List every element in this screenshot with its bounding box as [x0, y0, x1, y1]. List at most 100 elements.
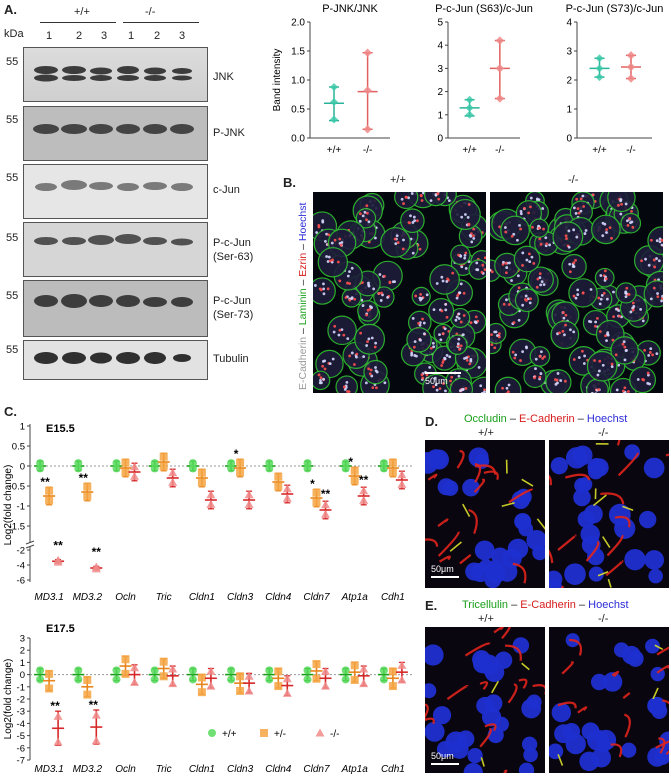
data-point — [388, 458, 397, 467]
cell-nucleus — [421, 192, 425, 195]
cell-nucleus — [644, 550, 665, 570]
cell-nucleus — [627, 292, 631, 296]
cell-nucleus — [648, 568, 663, 584]
cell-nucleus — [541, 357, 545, 360]
data-point — [188, 464, 197, 473]
lane-number: 1 — [46, 30, 53, 42]
cell-nucleus — [342, 333, 346, 337]
cell-membrane — [507, 683, 518, 704]
lane-number: 3 — [179, 30, 186, 42]
cell-nucleus — [375, 370, 379, 374]
cell-nucleus — [660, 297, 663, 300]
cell-nucleus — [623, 345, 627, 349]
cell-nucleus — [322, 292, 326, 296]
cell-nucleus — [651, 353, 654, 357]
cell-membrane — [662, 699, 669, 705]
tubule — [500, 215, 530, 246]
y-tick-label: 5 — [437, 18, 443, 29]
blot-p-c-jun-ser73 — [23, 280, 208, 337]
cell-nucleus — [656, 292, 659, 295]
stain-sep: – — [297, 241, 309, 253]
blot-label: P-JNK — [213, 127, 245, 139]
cell-membrane — [532, 684, 545, 695]
cell-membrane — [549, 549, 554, 564]
cell-nucleus — [562, 311, 565, 314]
cell-nucleus — [483, 268, 486, 272]
cell-nucleus — [479, 384, 483, 388]
cell-nucleus — [596, 738, 611, 753]
data-point — [112, 675, 121, 684]
cell-nucleus — [375, 386, 378, 390]
cell-nucleus — [538, 276, 542, 280]
cell-nucleus — [504, 271, 508, 275]
y-tick-label: 0.0 — [291, 134, 305, 145]
cell-nucleus — [573, 488, 591, 507]
cell-nucleus — [490, 343, 494, 347]
data-point — [303, 666, 312, 675]
data-point — [168, 664, 178, 673]
genotype-wt-label: +/+ — [390, 174, 406, 186]
data-point — [397, 660, 407, 669]
cell-nucleus — [377, 291, 381, 295]
cell-nucleus — [411, 316, 415, 320]
cell-nucleus — [606, 333, 610, 337]
cell-nucleus — [526, 529, 545, 551]
cell-nucleus — [549, 743, 564, 760]
tubule — [400, 208, 425, 234]
tight-junction — [622, 505, 634, 512]
cell-nucleus — [601, 234, 605, 238]
cell-nucleus — [602, 291, 606, 295]
cell-nucleus — [572, 294, 576, 298]
data-point — [168, 679, 178, 688]
cell-nucleus — [611, 338, 615, 342]
cell-nucleus — [539, 283, 543, 287]
cell-membrane — [446, 684, 469, 700]
cell-nucleus — [599, 297, 603, 301]
cell-membrane — [614, 515, 631, 528]
cell-nucleus — [412, 345, 416, 349]
cell-nucleus — [493, 346, 497, 350]
data-point — [112, 464, 121, 473]
cell-nucleus — [474, 315, 478, 319]
cell-nucleus — [648, 382, 651, 386]
data-point — [274, 482, 283, 491]
cell-nucleus — [529, 196, 533, 200]
cell-nucleus — [590, 673, 608, 691]
cell-nucleus — [518, 762, 535, 773]
data-point — [91, 710, 101, 719]
cell-nucleus — [502, 548, 522, 568]
stain-sep: – — [508, 599, 521, 611]
cell-nucleus — [386, 296, 390, 299]
data-point — [208, 729, 216, 737]
data-point — [83, 492, 92, 501]
cell-nucleus — [501, 386, 504, 390]
data-point — [227, 464, 236, 473]
cell-nucleus — [564, 313, 568, 317]
cell-nucleus — [418, 338, 422, 342]
blot-c-jun — [23, 164, 208, 219]
stain-sep: – — [575, 599, 589, 611]
genotype-ko-label: -/- — [598, 427, 609, 439]
cell-nucleus — [583, 232, 587, 235]
cell-nucleus — [425, 683, 437, 699]
cell-nucleus — [642, 378, 645, 382]
cell-nucleus — [608, 503, 631, 526]
cell-nucleus — [572, 445, 593, 466]
cell-nucleus — [564, 234, 568, 238]
cell-nucleus — [483, 256, 486, 260]
cell-nucleus — [455, 296, 459, 300]
micrograph-e-ko — [549, 627, 669, 773]
cell-membrane — [464, 642, 491, 657]
cell-nucleus — [568, 262, 572, 266]
cell-nucleus — [332, 330, 336, 334]
cell-nucleus — [374, 366, 377, 369]
cell-nucleus — [448, 355, 452, 359]
cell-nucleus — [323, 359, 327, 363]
cell-nucleus — [639, 510, 657, 529]
data-point — [312, 498, 321, 507]
cell-nucleus — [527, 211, 531, 215]
tubule — [373, 286, 395, 308]
cell-nucleus — [321, 219, 325, 223]
data-point — [330, 115, 338, 124]
cell-nucleus — [364, 381, 368, 385]
